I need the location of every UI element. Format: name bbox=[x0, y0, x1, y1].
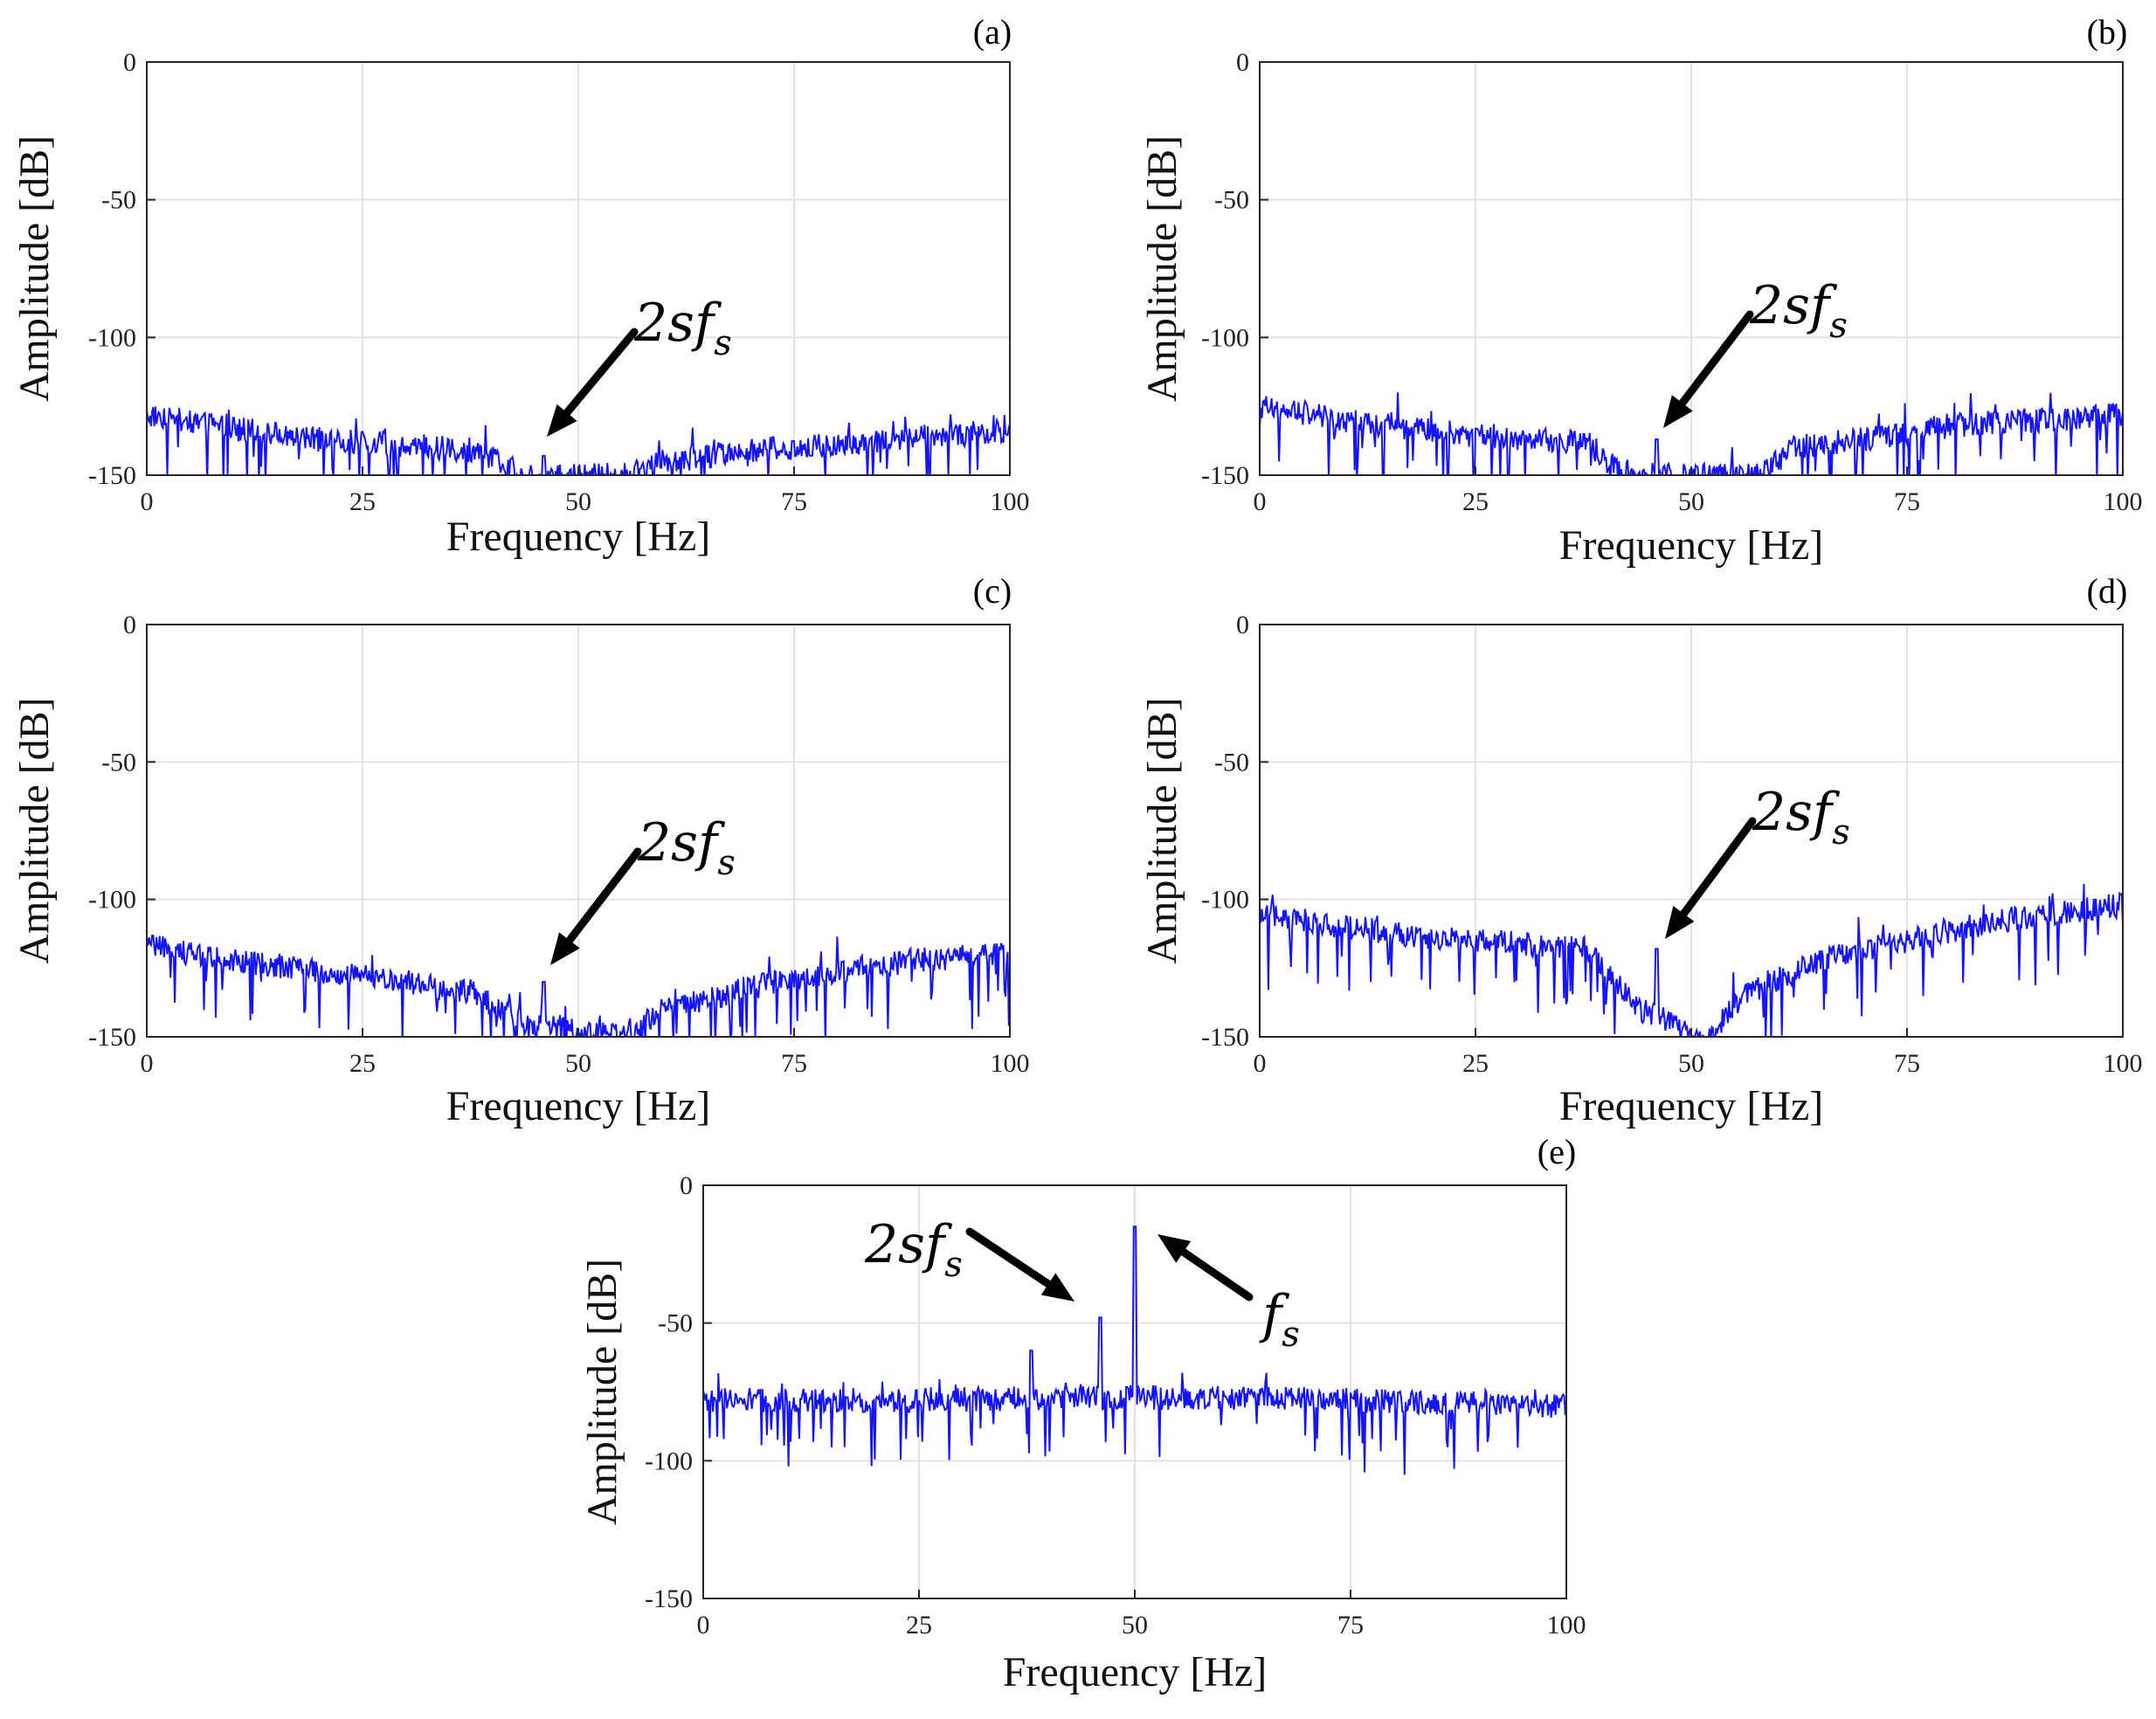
arrow-2sfs-shaft bbox=[563, 328, 639, 417]
arrow-2sfs-shaft bbox=[1679, 817, 1757, 918]
x-tick-label: 0 bbox=[1254, 1049, 1267, 1078]
y-tick-label: -150 bbox=[1201, 1023, 1249, 1052]
series-line-spectrum bbox=[1260, 883, 2123, 1037]
y-tick-label: -100 bbox=[645, 1446, 693, 1475]
annotation-2sfs: 2sfs bbox=[637, 812, 736, 883]
x-tick-label: 100 bbox=[2104, 487, 2143, 516]
series-line-spectrum bbox=[147, 406, 1010, 475]
y-tick-label: 0 bbox=[123, 48, 136, 77]
arrow-2sfs-head bbox=[547, 404, 577, 437]
arrow-2sfs-head bbox=[550, 932, 580, 965]
x-tick-label: 75 bbox=[781, 1049, 807, 1078]
y-tick-label: -50 bbox=[1214, 748, 1249, 777]
y-tick-label: 0 bbox=[123, 611, 136, 639]
x-tick-label: 100 bbox=[2104, 1049, 2143, 1078]
series-line-spectrum bbox=[147, 934, 1010, 1037]
panel-d: 0 25 50 75 100 0 -50 -100 -150 Frequency [Hz] Ampl… bbox=[1139, 571, 2143, 1129]
x-tick-label: 75 bbox=[781, 487, 807, 516]
panels: 0 25 50 75 100 0 -50 -100 -150 Frequency [Hz] Ampl… bbox=[11, 12, 2143, 1695]
x-tick-label: 75 bbox=[1894, 487, 1920, 516]
arrow-fs-head bbox=[1157, 1234, 1192, 1263]
y-tick-label: -50 bbox=[101, 748, 136, 777]
x-axis-label: Frequency [Hz] bbox=[1003, 1649, 1268, 1695]
y-tick-label: -150 bbox=[88, 1023, 136, 1052]
x-tick-label: 50 bbox=[565, 487, 591, 516]
arrow-2sfs-shaft bbox=[1678, 310, 1754, 407]
series-line-spectrum bbox=[1260, 392, 2123, 475]
y-tick-label: 0 bbox=[1236, 611, 1249, 639]
annotation-2sfs: 2sfs bbox=[633, 293, 732, 363]
y-tick-label: 0 bbox=[1236, 48, 1249, 77]
x-axis-label: Frequency [Hz] bbox=[446, 1083, 711, 1129]
panel-label: (e) bbox=[1538, 1132, 1576, 1171]
arrow-2sfs-head bbox=[1040, 1273, 1075, 1301]
arrow-2sfs-head bbox=[1665, 906, 1695, 939]
x-tick-label: 25 bbox=[1462, 1049, 1489, 1078]
y-tick-label: -150 bbox=[645, 1584, 693, 1613]
x-tick-label: 100 bbox=[991, 487, 1030, 516]
panel-a: 0 25 50 75 100 0 -50 -100 -150 Frequency [Hz] Ampl… bbox=[11, 12, 1030, 560]
y-tick-label: -150 bbox=[1201, 461, 1249, 490]
panel-c: 0 25 50 75 100 0 -50 -100 -150 Frequency [Hz] Ampl… bbox=[11, 571, 1030, 1129]
y-axis-label: Amplitude [dB] bbox=[1139, 697, 1185, 963]
x-tick-label: 25 bbox=[349, 487, 376, 516]
x-tick-label: 50 bbox=[1678, 1049, 1704, 1078]
y-tick-label: -100 bbox=[1201, 886, 1249, 915]
y-tick-label: -50 bbox=[1214, 186, 1249, 215]
y-tick-label: -50 bbox=[101, 186, 136, 215]
y-axis-label: Amplitude [dB] bbox=[11, 135, 58, 402]
y-tick-label: -100 bbox=[1201, 323, 1249, 352]
y-tick-label: 0 bbox=[680, 1171, 693, 1200]
y-tick-label: -100 bbox=[88, 886, 136, 915]
arrow-2sfs-head bbox=[1663, 395, 1693, 428]
y-axis-label: Amplitude [dB] bbox=[1139, 135, 1185, 402]
panel-b: 0 25 50 75 100 0 -50 -100 -150 Frequency [Hz] Ampl… bbox=[1139, 12, 2143, 569]
y-tick-label: -100 bbox=[88, 323, 136, 352]
x-tick-label: 50 bbox=[565, 1049, 591, 1078]
panel-e: 0 25 50 75 100 0 -50 -100 -150 Frequency [Hz] Ampl… bbox=[579, 1132, 1586, 1695]
x-axis-label: Frequency [Hz] bbox=[1559, 1083, 1824, 1129]
x-tick-label: 75 bbox=[1337, 1611, 1364, 1640]
panel-label: (c) bbox=[973, 571, 1012, 611]
arrow-2sfs-shaft bbox=[965, 1227, 1053, 1288]
x-tick-label: 0 bbox=[697, 1611, 710, 1640]
x-tick-label: 25 bbox=[1462, 487, 1489, 516]
arrow-2sfs-shaft bbox=[565, 847, 642, 944]
y-tick-label: -150 bbox=[88, 461, 136, 490]
x-tick-label: 0 bbox=[1254, 487, 1267, 516]
x-tick-label: 0 bbox=[141, 487, 154, 516]
panel-label: (b) bbox=[2087, 12, 2128, 52]
panel-label: (d) bbox=[2087, 571, 2128, 611]
annotation-2sfs: 2sfs bbox=[864, 1214, 963, 1285]
arrow-fs-shaft bbox=[1179, 1247, 1254, 1301]
y-tick-label: -50 bbox=[658, 1309, 693, 1338]
x-tick-label: 0 bbox=[141, 1049, 154, 1078]
x-tick-label: 25 bbox=[349, 1049, 376, 1078]
x-axis-label: Frequency [Hz] bbox=[1559, 522, 1824, 569]
x-tick-label: 100 bbox=[1547, 1611, 1586, 1640]
y-axis-label: Amplitude [dB] bbox=[11, 697, 58, 963]
x-tick-label: 50 bbox=[1122, 1611, 1148, 1640]
x-axis-label: Frequency [Hz] bbox=[446, 514, 711, 560]
x-tick-label: 75 bbox=[1894, 1049, 1920, 1078]
x-tick-label: 50 bbox=[1678, 487, 1704, 516]
panel-label: (a) bbox=[973, 12, 1012, 52]
x-tick-label: 25 bbox=[906, 1611, 932, 1640]
y-axis-label: Amplitude [dB] bbox=[579, 1259, 625, 1525]
x-tick-label: 100 bbox=[991, 1049, 1030, 1078]
